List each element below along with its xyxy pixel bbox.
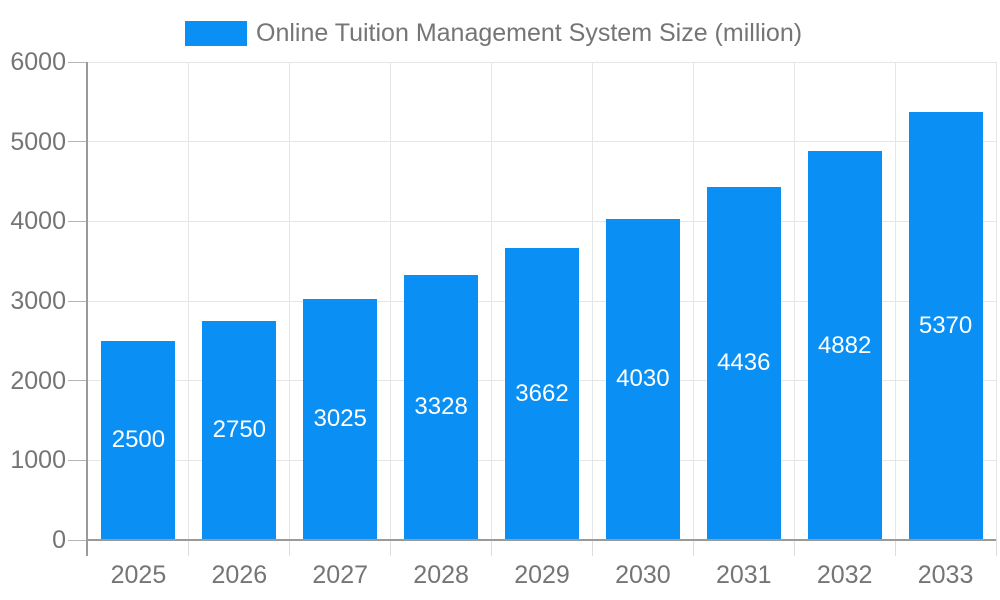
bar-2025[interactable]: 2500 bbox=[101, 340, 176, 540]
y-tick-label-3000: 3000 bbox=[10, 287, 66, 315]
y-axis-line bbox=[86, 62, 88, 556]
y-axis-tick-4000 bbox=[68, 220, 88, 222]
y-axis-tick-5000 bbox=[68, 141, 88, 143]
y-axis-tick-3000 bbox=[68, 300, 88, 302]
v-gridline-4 bbox=[491, 62, 493, 540]
x-axis-line bbox=[86, 539, 996, 541]
bar-2032[interactable]: 4882 bbox=[807, 151, 882, 540]
h-gridline-5000 bbox=[88, 141, 996, 143]
x-tick-label-2029: 2029 bbox=[514, 561, 570, 589]
legend: Online Tuition Management System Size (m… bbox=[185, 20, 802, 46]
y-tick-label-5000: 5000 bbox=[10, 127, 66, 156]
bar-value-label-2030: 4030 bbox=[616, 365, 670, 393]
x-tick-label-2025: 2025 bbox=[110, 561, 167, 589]
x-tick-label-2033: 2033 bbox=[917, 561, 974, 589]
bar-value-label-2032: 4882 bbox=[817, 331, 872, 359]
x-tick-label-2031: 2031 bbox=[715, 561, 772, 589]
v-gridline-1 bbox=[188, 62, 190, 540]
x-tick-label-2030: 2030 bbox=[615, 561, 671, 589]
bar-2031[interactable]: 4436 bbox=[706, 186, 781, 540]
v-gridline-7 bbox=[793, 62, 795, 540]
y-tick-label-0: 0 bbox=[52, 526, 66, 554]
bar-value-label-2033: 5370 bbox=[918, 312, 973, 340]
bar-2029[interactable]: 3662 bbox=[505, 248, 579, 540]
x-axis-tick-7 bbox=[793, 540, 795, 556]
bar-2026[interactable]: 2750 bbox=[202, 320, 277, 540]
bar-value-label-2027: 3025 bbox=[313, 405, 367, 433]
h-gridline-6000 bbox=[88, 61, 996, 63]
y-axis-tick-1000 bbox=[68, 459, 88, 461]
x-axis-tick-3 bbox=[390, 540, 392, 556]
y-tick-label-4000: 4000 bbox=[10, 207, 66, 236]
bar-2028[interactable]: 3328 bbox=[404, 274, 479, 540]
bar-value-label-2025: 2500 bbox=[111, 426, 166, 454]
y-axis-tick-2000 bbox=[68, 380, 88, 382]
x-tick-label-2028: 2028 bbox=[413, 561, 469, 589]
v-gridline-9 bbox=[995, 62, 997, 540]
y-tick-label-2000: 2000 bbox=[10, 366, 66, 395]
legend-item[interactable]: Online Tuition Management System Size (m… bbox=[185, 20, 802, 46]
x-axis-tick-6 bbox=[692, 540, 694, 556]
h-gridline-4000 bbox=[88, 220, 996, 222]
bar-2030[interactable]: 4030 bbox=[605, 218, 680, 540]
x-tick-label-2027: 2027 bbox=[312, 561, 369, 589]
v-gridline-2 bbox=[289, 62, 291, 540]
x-axis-tick-2 bbox=[289, 540, 291, 556]
v-gridline-6 bbox=[692, 62, 694, 540]
y-tick-label-6000: 6000 bbox=[10, 48, 66, 76]
x-axis-tick-9 bbox=[995, 540, 997, 556]
x-axis-tick-8 bbox=[894, 540, 896, 556]
y-axis-tick-0 bbox=[68, 539, 88, 541]
x-tick-label-2032: 2032 bbox=[816, 561, 873, 589]
y-tick-label-1000: 1000 bbox=[10, 446, 66, 475]
x-tick-label-2026: 2026 bbox=[211, 561, 268, 589]
x-axis-tick-1 bbox=[188, 540, 190, 556]
bar-2033[interactable]: 5370 bbox=[908, 112, 983, 540]
bar-value-label-2031: 4436 bbox=[717, 349, 771, 377]
bar-2027[interactable]: 3025 bbox=[303, 299, 378, 540]
v-gridline-8 bbox=[894, 62, 896, 540]
legend-swatch-icon bbox=[185, 20, 247, 46]
x-axis-tick-5 bbox=[591, 540, 593, 556]
bar-value-label-2026: 2750 bbox=[212, 416, 267, 444]
x-axis-tick-4 bbox=[491, 540, 493, 556]
v-gridline-5 bbox=[591, 62, 593, 540]
bar-value-label-2028: 3328 bbox=[414, 393, 468, 421]
v-gridline-3 bbox=[390, 62, 392, 540]
bar-value-label-2029: 3662 bbox=[515, 380, 569, 408]
legend-series-label: Online Tuition Management System Size (m… bbox=[256, 19, 803, 47]
y-axis-tick-6000 bbox=[68, 61, 88, 63]
